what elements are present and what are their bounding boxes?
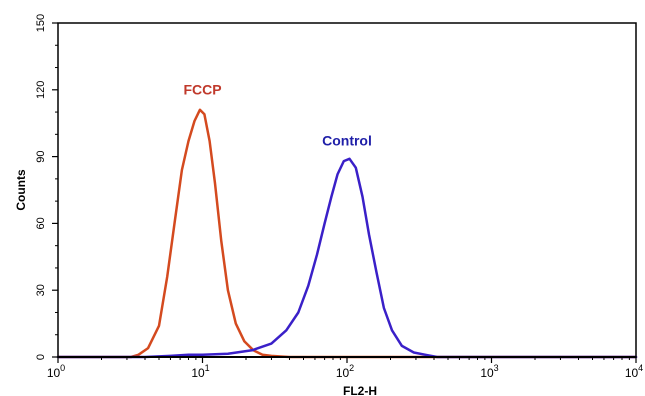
x-tick-label: 104	[625, 363, 643, 380]
x-tick-label: 103	[480, 363, 498, 380]
control-annotation: Control	[322, 132, 372, 148]
x-tick-label: 101	[191, 363, 209, 380]
x-tick-label: 102	[336, 363, 354, 380]
labels-layer: FL2-H Counts FCCP Control	[14, 81, 377, 396]
y-tick-label: 150	[35, 14, 47, 32]
plot-frame	[57, 22, 637, 358]
x-tick-label: 100	[47, 363, 65, 380]
y-axis-title: Counts	[14, 169, 28, 211]
y-tick-label: 30	[35, 284, 47, 296]
y-tick-label: 120	[35, 81, 47, 99]
y-tick-label: 60	[35, 217, 47, 229]
axes-layer: 100 101 102 103 104 0 30 60 90 120 150	[35, 14, 643, 380]
x-axis-title: FL2-H	[343, 384, 377, 396]
series-line-control	[56, 157, 638, 359]
fccp-annotation: FCCP	[183, 81, 221, 97]
y-tick-label: 90	[35, 150, 47, 162]
marks-layer	[56, 108, 638, 359]
series-line-fccp	[56, 108, 638, 359]
y-tick-label: 0	[35, 354, 47, 360]
